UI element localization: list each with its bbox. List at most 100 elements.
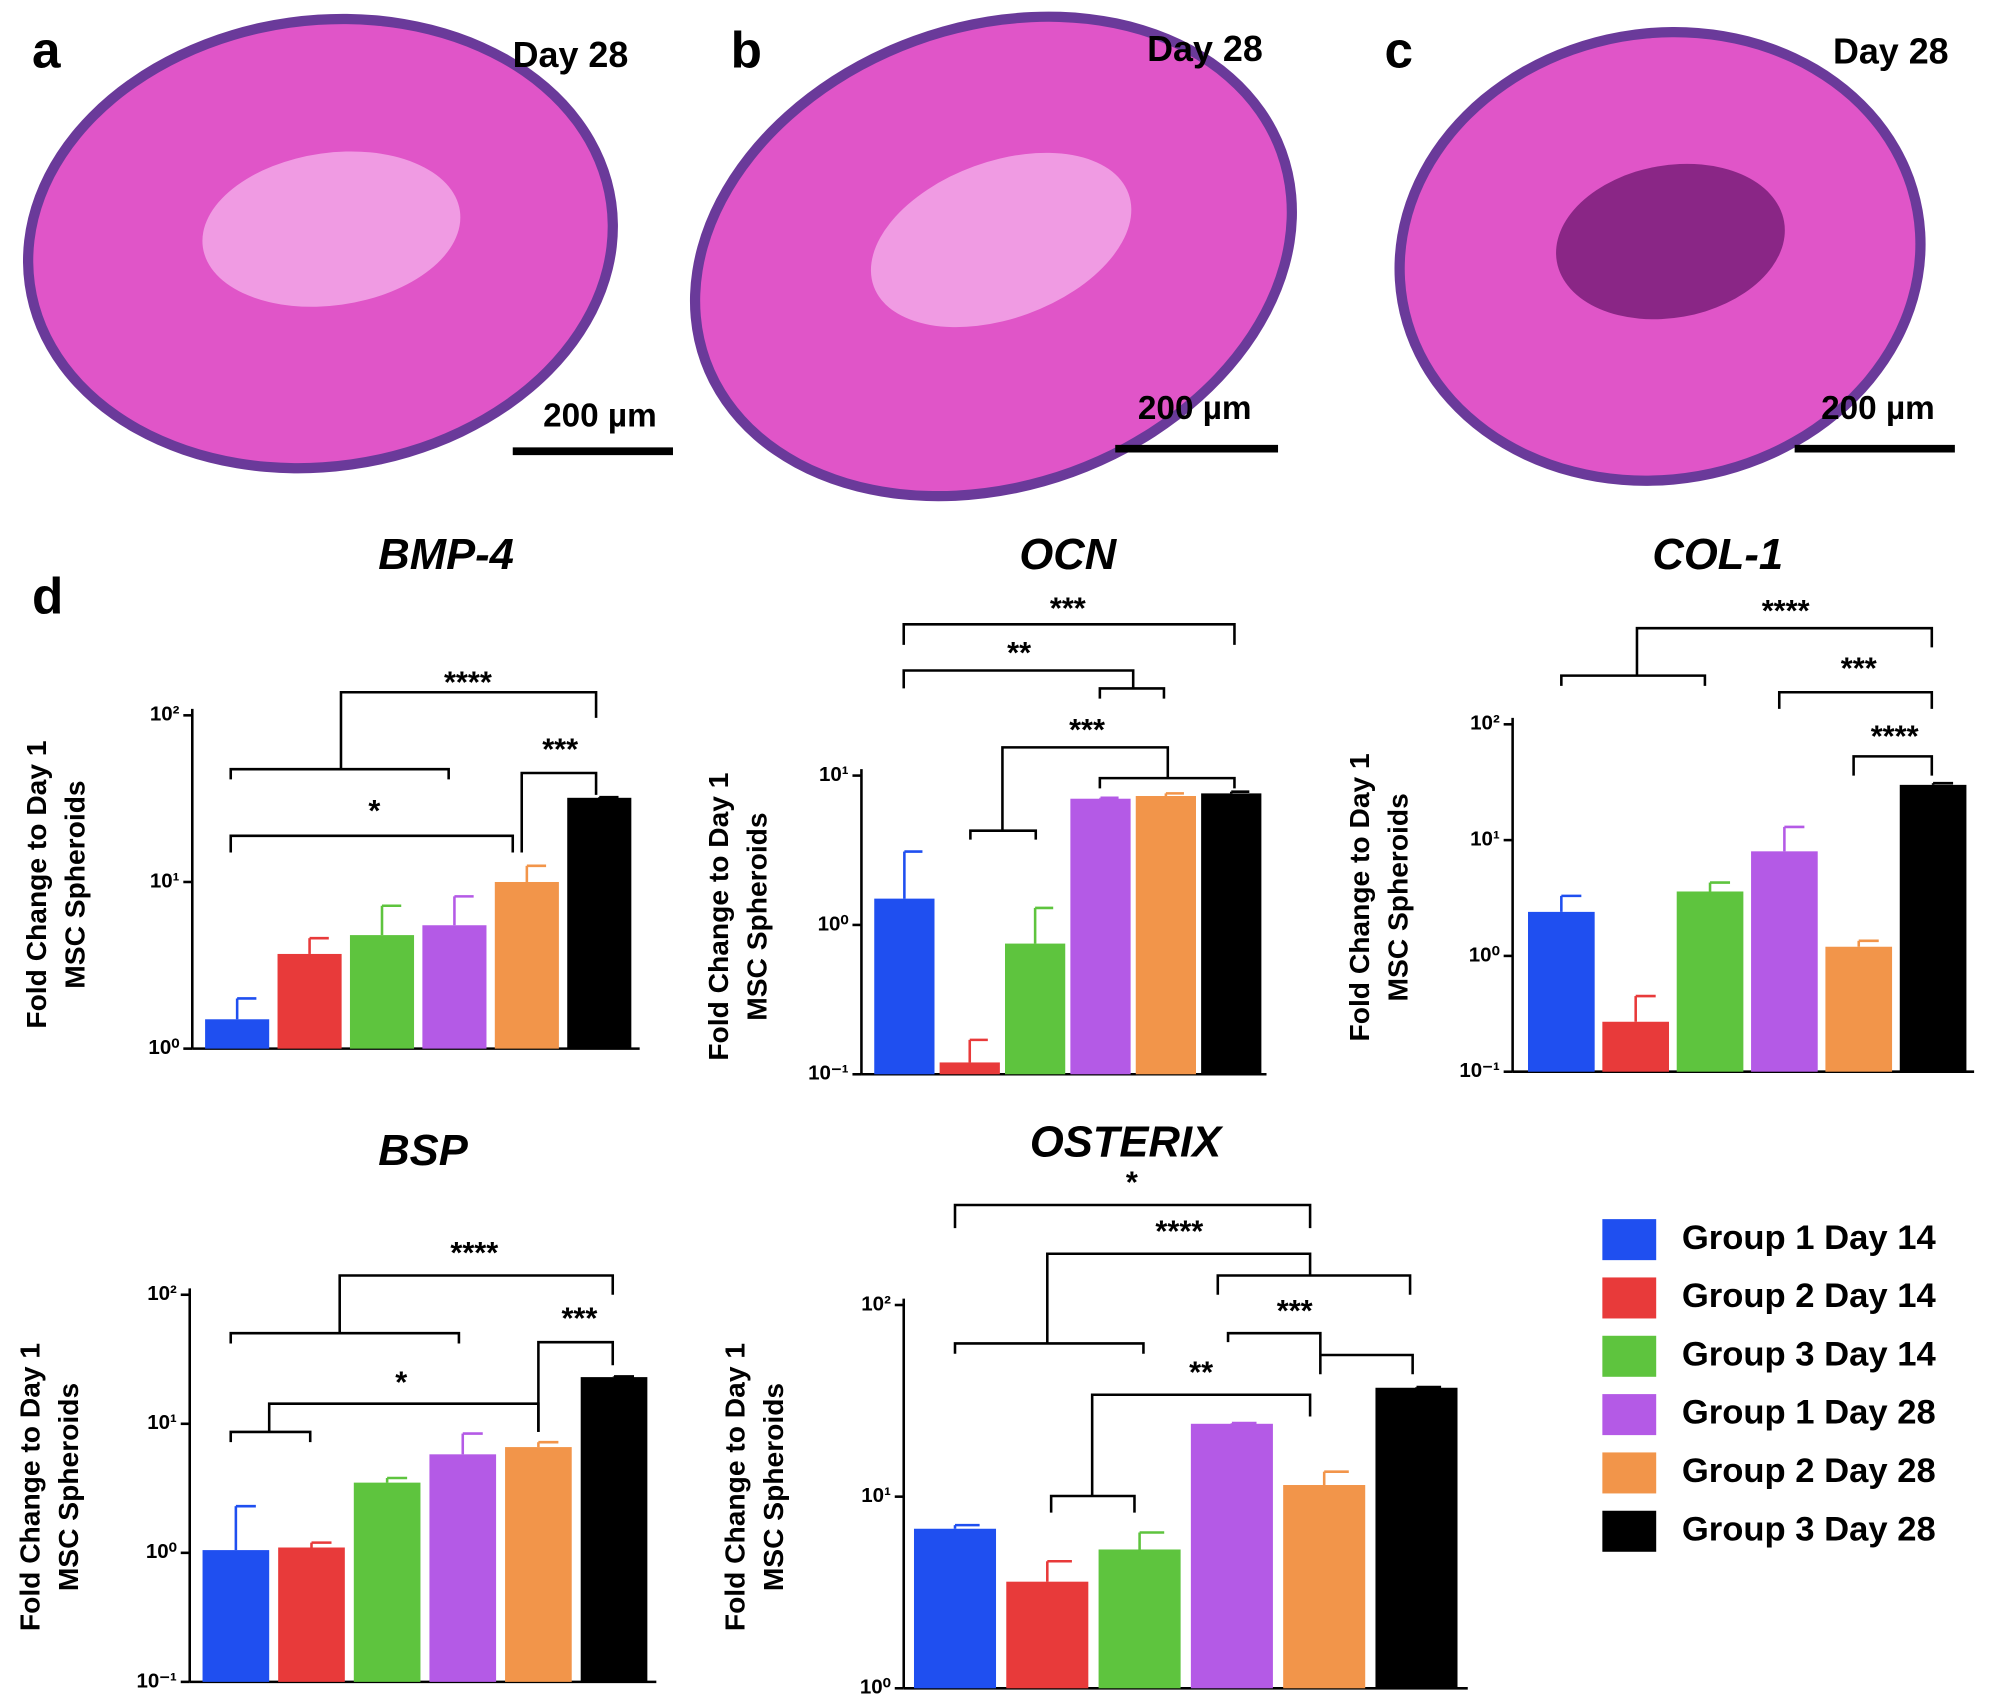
y-tick-label: 10¹: [150, 869, 180, 892]
bar: [939, 1062, 1000, 1075]
scale-label: 200 µm: [1138, 390, 1252, 427]
significance-bracket: [902, 623, 1236, 645]
panel-letter: c: [1384, 21, 1413, 78]
significance-label: ***: [542, 731, 578, 766]
significance-label: ****: [444, 665, 492, 700]
legend-label: Group 2 Day 14: [1682, 1277, 1937, 1315]
significance-label: ***: [1277, 1293, 1313, 1328]
bar: [505, 1447, 572, 1682]
bar: [202, 1550, 270, 1682]
significance-label: ****: [1762, 593, 1810, 628]
significance-label: **: [1189, 1354, 1213, 1389]
y-axis-label: Fold Change to Day 1: [719, 1343, 751, 1631]
legend-label: Group 2 Day 28: [1682, 1452, 1936, 1490]
bar: [913, 1528, 997, 1689]
y-tick-label: 10²: [147, 1282, 177, 1305]
bar: [1005, 943, 1066, 1075]
day-label: Day 28: [1147, 29, 1263, 69]
y-tick-label: 10⁻¹: [1459, 1059, 1500, 1082]
significance-label: ****: [1871, 719, 1919, 754]
tissue-core: [1556, 163, 1785, 320]
bar: [567, 797, 632, 1049]
bar: [429, 1454, 497, 1682]
bar: [1135, 795, 1197, 1075]
chart-title: BMP-4: [378, 531, 514, 579]
significance-label: ****: [1155, 1213, 1203, 1248]
y-axis-label: MSC Spheroids: [52, 1383, 84, 1591]
y-axis-label: MSC Spheroids: [757, 1383, 789, 1591]
tissue-core: [202, 151, 461, 307]
y-axis-label: Fold Change to Day 1: [702, 773, 734, 1061]
significance-bracket: [1852, 755, 1934, 776]
significance-label: ***: [1069, 712, 1105, 747]
legend-swatch: [1602, 1394, 1657, 1436]
bar: [1676, 891, 1744, 1072]
legend-swatch: [1602, 1335, 1657, 1377]
day-label: Day 28: [513, 35, 629, 75]
y-axis-label: MSC Spheroids: [1381, 793, 1413, 1001]
significance-bracket: [229, 834, 515, 853]
significance-bracket: [902, 669, 1166, 699]
y-tick-label: 10⁰: [146, 1540, 178, 1563]
scale-label: 200 µm: [543, 398, 657, 435]
y-axis-label: Fold Change to Day 1: [14, 1343, 46, 1631]
y-tick-label: 10¹: [819, 763, 849, 786]
bar: [349, 935, 415, 1049]
bar: [278, 1547, 345, 1682]
bar: [277, 953, 342, 1049]
y-axis-label: Fold Change to Day 1: [20, 740, 52, 1028]
day-label: Day 28: [1833, 31, 1949, 71]
bar: [1201, 793, 1262, 1075]
y-axis-label: Fold Change to Day 1: [1343, 753, 1375, 1041]
bar: [1190, 1423, 1273, 1689]
significance-bracket: [229, 690, 598, 780]
y-tick-label: 10⁰: [1469, 943, 1501, 966]
y-tick-label: 10⁰: [860, 1676, 892, 1699]
y-tick-label: 10¹: [147, 1411, 177, 1434]
legend-swatch: [1602, 1219, 1657, 1261]
scale-label: 200 µm: [1821, 390, 1935, 427]
y-tick-label: 10¹: [861, 1484, 891, 1507]
significance-bracket: [1560, 626, 1934, 686]
significance-bracket: [953, 1252, 1412, 1354]
bar: [205, 1019, 270, 1049]
significance-bracket: [537, 1340, 615, 1432]
bar: [1070, 798, 1131, 1075]
bar: [353, 1482, 421, 1682]
legend-label: Group 1 Day 28: [1682, 1394, 1936, 1432]
bar: [874, 898, 935, 1075]
bar: [1006, 1581, 1089, 1689]
y-tick-label: 10¹: [1470, 828, 1500, 851]
significance-label: ****: [450, 1235, 498, 1270]
bar: [1528, 911, 1595, 1072]
y-tick-label: 10⁰: [148, 1036, 180, 1059]
significance-bracket: [969, 746, 1236, 840]
legend-swatch: [1602, 1277, 1657, 1319]
significance-label: ***: [1050, 590, 1086, 625]
significance-label: *: [395, 1365, 407, 1400]
y-axis-label: MSC Spheroids: [58, 780, 90, 988]
bar: [1375, 1387, 1458, 1689]
tissue-core: [870, 152, 1132, 328]
y-tick-label: 10⁰: [818, 912, 850, 935]
bar: [1602, 1021, 1670, 1072]
significance-bracket: [953, 1203, 1312, 1229]
y-tick-label: 10⁻¹: [808, 1062, 849, 1085]
chart-title: OSTERIX: [1030, 1118, 1224, 1166]
y-axis-label: MSC Spheroids: [740, 812, 772, 1020]
legend-label: Group 3 Day 28: [1682, 1510, 1936, 1548]
legend-label: Group 3 Day 14: [1682, 1335, 1937, 1373]
bar: [580, 1377, 648, 1682]
significance-label: **: [1007, 635, 1031, 670]
bar: [494, 881, 559, 1049]
significance-label: ***: [561, 1301, 597, 1336]
bar: [1283, 1485, 1366, 1689]
significance-bracket: [1777, 690, 1934, 709]
panel-letter: a: [32, 21, 61, 78]
legend-label: Group 1 Day 14: [1682, 1219, 1937, 1257]
legend-swatch: [1602, 1452, 1657, 1494]
bar: [1825, 946, 1893, 1072]
y-tick-label: 10²: [150, 703, 180, 726]
